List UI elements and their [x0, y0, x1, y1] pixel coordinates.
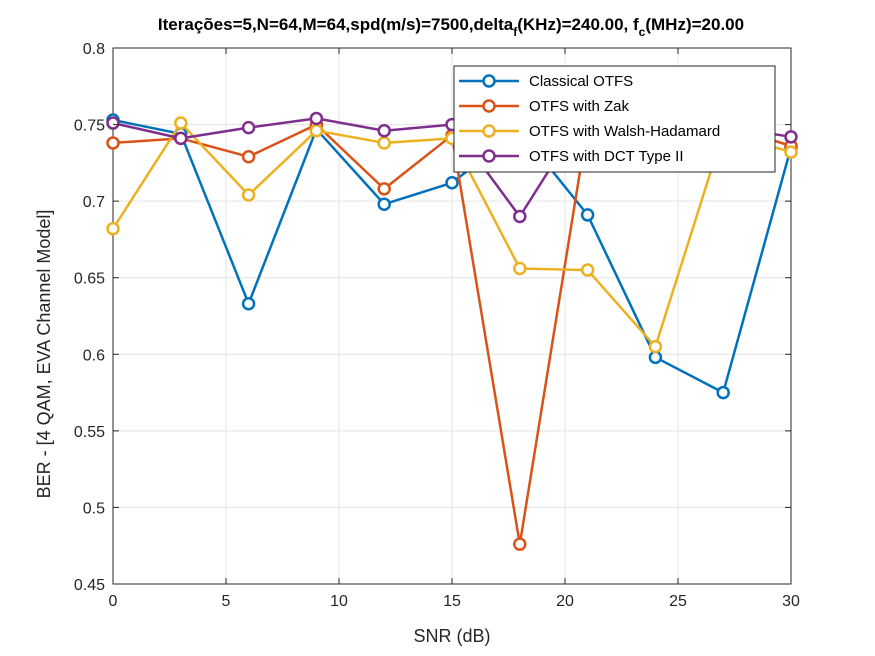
- axis-ticks: 0 5 10 15 20 25 30 0.45 0.5 0.55 0.6 0.65 0.7 0.75 0.8: [74, 41, 800, 610]
- x-tick-label: 0: [109, 593, 118, 610]
- x-tick-label: 30: [782, 593, 800, 610]
- data-point: [784, 145, 798, 159]
- legend-box: [453, 65, 776, 173]
- data-point: [241, 120, 256, 135]
- legend-entry: OTFS with Zak: [459, 98, 630, 115]
- y-tick-label: 0.55: [74, 424, 105, 441]
- y-tick-label: 0.8: [83, 41, 105, 58]
- y-tick-label: 0.7: [83, 194, 105, 211]
- y-tick-label: 0.6: [83, 347, 105, 364]
- legend-label: OTFS with DCT Type II: [529, 148, 683, 165]
- data-point: [241, 188, 256, 202]
- data-point: [377, 182, 391, 196]
- data-point: [377, 197, 391, 211]
- y-tick-label: 0.5: [83, 500, 105, 517]
- data-point: [241, 149, 256, 164]
- legend: Classical OTFS OTFS with Zak OTFS with Wal…: [453, 65, 776, 173]
- data-point: [174, 131, 188, 146]
- data-point: [513, 537, 527, 551]
- x-axis-label: SNR (dB): [413, 626, 490, 646]
- data-point: [513, 209, 527, 224]
- legend-marker: [482, 74, 496, 88]
- legend-label: OTFS with Zak: [529, 98, 630, 115]
- x-tick-label: 5: [222, 593, 231, 610]
- legend-entry: OTFS with Walsh-Hadamard: [459, 123, 720, 140]
- data-point: [106, 116, 120, 130]
- legend-entry: OTFS with DCT Type II: [459, 148, 683, 165]
- y-tick-label: 0.45: [74, 577, 105, 594]
- legend-label: OTFS with Walsh-Hadamard: [529, 123, 720, 140]
- data-point: [580, 263, 595, 277]
- data-point: [648, 339, 663, 354]
- y-tick-label: 0.75: [74, 118, 105, 135]
- x-tick-label: 15: [443, 593, 461, 610]
- legend-label: Classical OTFS: [529, 73, 633, 90]
- legend-marker: [482, 99, 496, 113]
- data-point: [716, 385, 730, 400]
- data-point: [377, 123, 391, 138]
- data-point: [106, 136, 120, 150]
- y-tick-label: 0.65: [74, 271, 105, 288]
- data-point: [648, 350, 663, 365]
- data-point: [309, 111, 324, 126]
- data-point: [784, 130, 798, 144]
- y-axis-label: BER - [4 QAM, EVA Channel Model]: [34, 210, 54, 499]
- data-point: [580, 208, 595, 222]
- x-tick-label: 20: [556, 593, 574, 610]
- data-point: [174, 116, 188, 130]
- data-point: [377, 136, 391, 150]
- data-point: [309, 123, 324, 138]
- data-point: [445, 176, 459, 190]
- data-point: [241, 296, 256, 311]
- data-point: [106, 221, 120, 236]
- x-tick-label: 25: [669, 593, 687, 610]
- x-tick-label: 10: [330, 593, 348, 610]
- legend-marker: [482, 149, 496, 163]
- chart-title: Iterações=5,N=64,M=64,spd(m/s)=7500,delt…: [158, 15, 744, 39]
- data-point: [513, 261, 527, 276]
- legend-marker: [482, 124, 496, 138]
- legend-entry: Classical OTFS: [459, 73, 633, 90]
